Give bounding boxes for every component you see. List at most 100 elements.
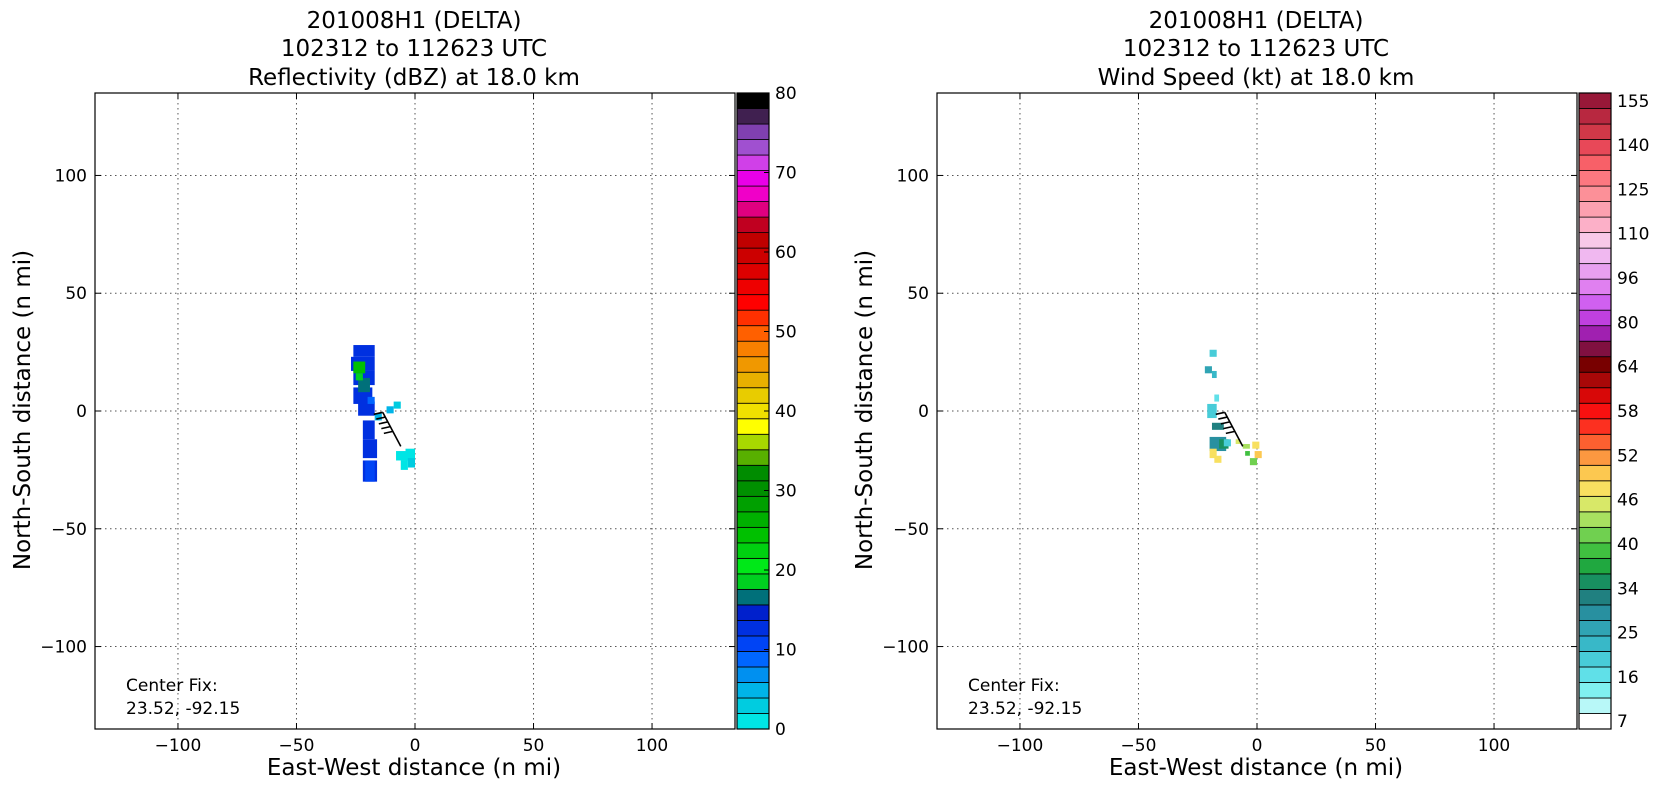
reflectivity-data-cell (353, 361, 366, 374)
reflectivity-colorbar-segment (736, 92, 770, 109)
wind-speed-colorbar-tick-label: 64 (1617, 358, 1639, 378)
reflectivity-data-cell (355, 373, 363, 381)
wind-speed-colorbar-segment (1578, 232, 1612, 249)
reflectivity-barb-feather (381, 425, 391, 430)
reflectivity-colorbar-segment (736, 108, 770, 125)
reflectivity-data-cell (365, 460, 375, 482)
wind-speed-x-tick-label: −100 (997, 736, 1044, 756)
wind-speed-barb-feather (1225, 430, 1236, 435)
wind-speed-title-line-2: 102312 to 112623 UTC (1123, 36, 1389, 62)
wind-speed-colorbar-segment (1578, 139, 1612, 156)
wind-speed-colorbar-tick-label: 80 (1617, 313, 1639, 333)
wind-speed-colorbar-segment (1578, 154, 1612, 171)
wind-speed-y-axis-label: North-South distance (n mi) (852, 250, 878, 570)
wind-speed-colorbar-tick-label: 46 (1617, 491, 1639, 511)
reflectivity-panel: 201008H1 (DELTA) 102312 to 112623 UTC Re… (10, 8, 797, 781)
reflectivity-colorbar-segment (736, 154, 770, 171)
reflectivity-data-cell (374, 413, 382, 421)
reflectivity-colorbar-segment (736, 247, 770, 265)
reflectivity-colorbar-segment (736, 682, 770, 699)
wind-speed-colorbar-tick-label: 96 (1617, 269, 1639, 289)
wind-speed-colorbar-tick-label: 7 (1617, 712, 1628, 732)
wind-speed-barb-feather (1218, 416, 1228, 420)
reflectivity-colorbar-segment (736, 371, 770, 389)
reflectivity-colorbar: 0 10 20 30 40 50 60 70 80 (736, 84, 797, 740)
reflectivity-colorbar-segment (736, 604, 770, 621)
reflectivity-data-cell (386, 406, 394, 414)
wind-speed-colorbar-segment (1578, 573, 1612, 590)
reflectivity-data-cell (407, 458, 415, 468)
wind-speed-colorbar-segment (1578, 325, 1612, 342)
reflectivity-colorbar-segment (736, 620, 770, 637)
reflectivity-data-cell (367, 396, 375, 404)
wind-speed-colorbar-tick-label: 140 (1617, 136, 1649, 156)
wind-speed-colorbar-segment (1578, 185, 1612, 202)
wind-speed-grid (937, 93, 1577, 729)
wind-speed-data-cell (1223, 439, 1231, 447)
wind-speed-ticks: −100 −50 0 50 100 100 50 0 −50 −100 (882, 93, 1577, 756)
wind-speed-colorbar-tick-label: 25 (1617, 624, 1639, 644)
wind-speed-data-cell (1207, 403, 1217, 419)
reflectivity-x-tick-label: 50 (523, 736, 545, 756)
wind-speed-colorbar-segment (1578, 604, 1612, 621)
wind-speed-colorbar-segment (1578, 526, 1612, 544)
wind-speed-x-tick-label: 50 (1365, 736, 1387, 756)
wind-speed-data-cell (1254, 451, 1262, 459)
reflectivity-data-cell (396, 451, 413, 461)
wind-speed-x-axis-label: East-West distance (n mi) (1109, 755, 1403, 781)
reflectivity-y-tick-label: 0 (76, 402, 87, 422)
reflectivity-data-cell (400, 460, 408, 470)
reflectivity-colorbar-segment (736, 232, 770, 249)
wind-speed-barb-feather (1220, 421, 1230, 425)
wind-speed-colorbar-segment (1578, 433, 1612, 451)
reflectivity-colorbar-tick-label: 50 (775, 323, 797, 343)
reflectivity-colorbar-segment (736, 356, 770, 373)
reflectivity-colorbar-segment (736, 185, 770, 202)
wind-speed-title-line-3: Wind Speed (kt) at 18.0 km (1098, 65, 1415, 91)
wind-speed-colorbar-segment (1578, 170, 1612, 187)
wind-speed-colorbar-segment (1578, 682, 1612, 699)
reflectivity-colorbar-segment (736, 697, 770, 714)
reflectivity-grid (95, 93, 735, 729)
wind-speed-colorbar-segment (1578, 480, 1612, 497)
reflectivity-colorbar-tick-label: 0 (775, 720, 786, 740)
reflectivity-colorbar-segment (736, 123, 770, 140)
reflectivity-barb-feather (378, 421, 388, 425)
wind-speed-y-tick-label: 100 (897, 166, 929, 186)
wind-speed-center-fix-label: Center Fix: (968, 676, 1060, 696)
reflectivity-colorbar-segment (736, 309, 770, 327)
wind-speed-colorbar-segment (1578, 635, 1612, 652)
wind-speed-data-cell (1242, 443, 1250, 449)
wind-speed-colorbar-tick-label: 16 (1617, 668, 1639, 688)
reflectivity-title-line-1: 201008H1 (DELTA) (307, 8, 522, 34)
wind-speed-center-fix-value: 23.52, -92.15 (968, 699, 1082, 719)
wind-speed-colorbar-segment (1578, 542, 1612, 559)
reflectivity-barb-staff (382, 411, 402, 447)
wind-speed-colorbar-segment (1578, 588, 1612, 606)
wind-speed-colorbar-segment (1578, 387, 1612, 404)
wind-speed-colorbar-segment (1578, 263, 1612, 280)
reflectivity-colorbar-segment (736, 263, 770, 280)
reflectivity-ticks: −100 −50 0 50 100 100 50 0 −50 −100 (40, 93, 735, 756)
wind-speed-data-cell (1209, 349, 1217, 357)
reflectivity-colorbar-tick-label: 70 (775, 164, 797, 184)
wind-speed-colorbar-segment (1578, 464, 1612, 482)
reflectivity-colorbar-segment (736, 666, 770, 683)
reflectivity-colorbar-segment (736, 464, 770, 482)
wind-speed-colorbar-segment (1578, 201, 1612, 218)
wind-speed-data-cell (1211, 370, 1217, 379)
wind-speed-colorbar-segment (1578, 123, 1612, 140)
reflectivity-colorbar-segment (736, 387, 770, 404)
wind-speed-colorbar-tick-label: 58 (1617, 402, 1639, 422)
wind-speed-x-tick-label: 100 (1478, 736, 1510, 756)
wind-speed-colorbar-frame (1578, 92, 1612, 730)
wind-speed-colorbar-segment (1578, 247, 1612, 265)
reflectivity-colorbar-segment (736, 557, 770, 575)
wind-speed-colorbar-segment (1578, 495, 1612, 513)
reflectivity-colorbar-segment (736, 325, 770, 342)
reflectivity-colorbar-segment (736, 573, 770, 590)
wind-speed-colorbar-segment (1578, 511, 1612, 528)
reflectivity-colorbar-segment (736, 216, 770, 234)
wind-speed-data-cell (1245, 451, 1250, 456)
